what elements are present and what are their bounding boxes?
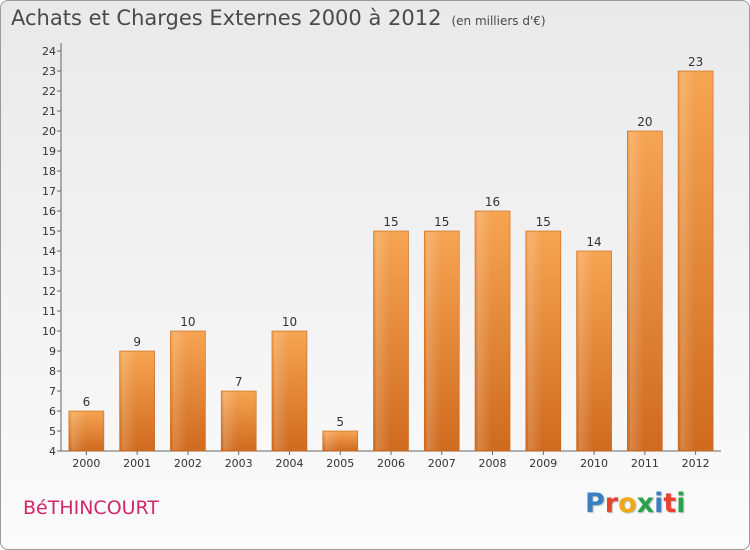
bar-highlight (171, 332, 188, 450)
proxiti-logo[interactable]: Proxiti (585, 488, 686, 519)
x-tick-label: 2000 (72, 457, 100, 470)
y-tick-label: 16 (42, 205, 56, 218)
data-label: 14 (586, 235, 601, 249)
y-tick-label: 7 (49, 385, 56, 398)
bar-highlight (323, 432, 340, 450)
y-tick-label: 23 (42, 65, 56, 78)
axes: 4 5 6 7 8 9 10 11 12 13 14 15 16 17 18 19 20 21 22 23 24 2000… (42, 43, 721, 470)
y-tick-label: 12 (42, 285, 56, 298)
y-tick-label: 13 (42, 265, 56, 278)
data-label: 15 (383, 215, 398, 229)
bar-highlight (69, 412, 86, 450)
bar-highlight (425, 232, 442, 450)
data-label: 10 (180, 315, 195, 329)
chart-subtitle: (en milliers d'€) (451, 14, 546, 28)
y-tick-label: 22 (42, 85, 56, 98)
y-tick-label: 4 (49, 445, 56, 458)
chart-title: Achats et Charges Externes 2000 à 2012 (e… (11, 6, 546, 30)
y-tick-label: 8 (49, 365, 56, 378)
logo-letter: o (618, 488, 637, 519)
logo-letter: P (585, 488, 605, 519)
logo-letter: i (654, 488, 664, 519)
chart-title-text: Achats et Charges Externes 2000 à 2012 (11, 6, 442, 30)
x-tick-label: 2009 (529, 457, 557, 470)
bar-highlight (476, 212, 492, 450)
logo-letter: x (636, 488, 655, 519)
bars (68, 70, 714, 452)
bar-highlight (222, 392, 238, 450)
data-label: 20 (637, 115, 652, 129)
logo-letter: r (604, 488, 619, 519)
data-labels: 6 9 10 7 10 5 15 15 16 15 14 20 23 (83, 55, 704, 429)
x-tick-label: 2003 (225, 457, 253, 470)
y-tick-label: 24 (42, 45, 56, 58)
y-tick-label: 17 (42, 185, 56, 198)
bar-highlight (374, 232, 391, 450)
bar-highlight (628, 132, 645, 450)
data-label: 15 (434, 215, 449, 229)
x-tick-label: 2004 (275, 457, 303, 470)
data-label: 7 (235, 375, 243, 389)
logo-letter: t (663, 488, 677, 519)
x-tick-label: 2007 (428, 457, 456, 470)
data-label: 16 (485, 195, 500, 209)
y-tick-label: 11 (42, 305, 56, 318)
data-label: 9 (133, 335, 141, 349)
commune-name: BéTHINCOURT (23, 497, 159, 519)
data-label: 23 (688, 55, 703, 69)
y-tick-label: 14 (42, 245, 56, 258)
bar-highlight (577, 252, 594, 450)
data-label: 5 (336, 415, 344, 429)
x-tick-label: 2002 (174, 457, 202, 470)
bar-highlight (120, 352, 137, 450)
bar-highlight (679, 72, 695, 450)
x-tick-label: 2005 (326, 457, 354, 470)
x-tick-label: 2006 (377, 457, 405, 470)
logo-letter: i (676, 488, 686, 519)
data-label: 15 (536, 215, 551, 229)
y-tick-label: 21 (42, 105, 56, 118)
x-tick-label: 2010 (580, 457, 608, 470)
y-tick-label: 5 (49, 425, 56, 438)
x-tick-label: 2001 (123, 457, 151, 470)
data-label: 10 (282, 315, 297, 329)
x-tick-label: 2011 (631, 457, 659, 470)
y-tick-label: 20 (42, 125, 56, 138)
bar-highlight (272, 332, 289, 450)
data-label: 6 (83, 395, 91, 409)
y-tick-label: 10 (42, 325, 56, 338)
y-tick-label: 9 (49, 345, 56, 358)
y-tick-label: 18 (42, 165, 56, 178)
x-tick-label: 2012 (682, 457, 710, 470)
y-tick-label: 6 (49, 405, 56, 418)
y-tick-label: 15 (42, 225, 56, 238)
bar-highlight (526, 232, 543, 450)
x-tick-label: 2008 (479, 457, 507, 470)
y-tick-label: 19 (42, 145, 56, 158)
